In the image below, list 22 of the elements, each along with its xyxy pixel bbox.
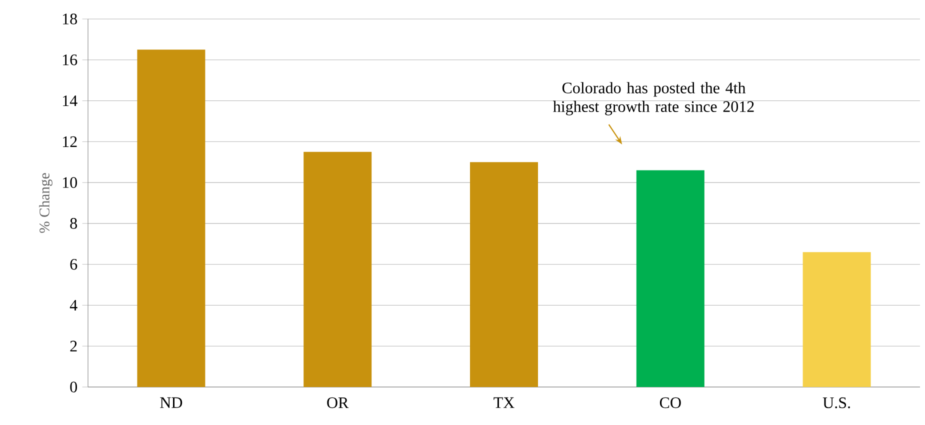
- y-tick-label: 10: [63, 177, 77, 188]
- y-axis-title: % Change: [39, 173, 52, 233]
- annotation: Colorado has posted the 4th highest growth rate since 2012: [553, 82, 754, 116]
- x-tick-label: U.S.: [822, 397, 850, 408]
- y-tick-label: 14: [63, 96, 78, 106]
- x-tick-label: ND: [160, 397, 182, 408]
- y-tick-label: 16: [63, 54, 78, 66]
- bar: [636, 170, 704, 387]
- y-tick-label: 18: [63, 14, 77, 24]
- x-tick-label: CO: [660, 397, 681, 408]
- y-tick-label: 0: [70, 382, 77, 392]
- y-tick-label: 2: [70, 340, 77, 352]
- y-tick-label: 12: [63, 136, 77, 147]
- bar: [304, 152, 372, 387]
- y-tick-label: 6: [70, 258, 78, 270]
- y-tick-label: 4: [70, 300, 78, 310]
- bar: [470, 162, 538, 387]
- x-tick-label: TX: [494, 397, 514, 408]
- y-tick-label: 8: [70, 218, 77, 229]
- bar: [137, 50, 206, 387]
- bar: [802, 252, 871, 387]
- x-tick-label: OR: [327, 397, 349, 408]
